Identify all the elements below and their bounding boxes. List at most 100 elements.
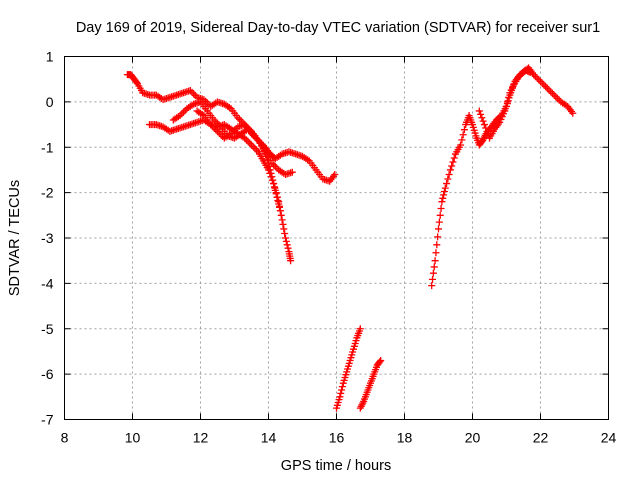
data-point <box>548 89 556 97</box>
data-point <box>276 203 284 211</box>
data-point <box>435 225 442 233</box>
data-point <box>271 163 279 171</box>
data-point <box>251 144 259 152</box>
data-point <box>550 91 558 99</box>
data-point <box>460 126 468 134</box>
data-point <box>186 87 194 95</box>
data-point <box>277 211 285 219</box>
data-point <box>436 211 444 219</box>
data-point <box>276 207 284 215</box>
data-point <box>376 358 384 366</box>
data-point <box>431 257 439 265</box>
data-point <box>432 249 440 257</box>
data-point <box>278 216 286 224</box>
data-point <box>478 114 486 122</box>
data-point <box>482 124 490 132</box>
data-point <box>280 225 288 233</box>
data-point <box>271 186 279 194</box>
data-point <box>458 136 466 144</box>
data-point <box>338 386 346 394</box>
data-point <box>547 88 555 96</box>
data-point <box>526 68 534 76</box>
data-point <box>331 170 339 178</box>
data-point <box>434 233 442 241</box>
data-point <box>540 81 548 89</box>
data-point <box>356 325 364 333</box>
series-arc-4 <box>193 107 296 178</box>
data-point <box>440 191 448 199</box>
data-point <box>448 162 456 170</box>
data-point <box>275 200 283 208</box>
x-axis-label: GPS time / hours <box>281 458 391 474</box>
data-point <box>505 93 513 101</box>
data-point <box>437 205 445 213</box>
data-point <box>428 282 436 290</box>
data-point <box>246 139 254 147</box>
data-point <box>266 166 274 174</box>
x-tick-label: 14 <box>261 430 277 446</box>
data-point <box>336 393 344 401</box>
data-point <box>377 357 385 365</box>
data-point <box>475 107 483 115</box>
data-point <box>281 229 289 237</box>
data-point <box>569 109 577 117</box>
x-tick-label: 10 <box>125 430 141 446</box>
data-point <box>270 180 278 188</box>
data-point <box>269 176 277 184</box>
data-point <box>501 107 509 115</box>
data-point <box>268 173 276 181</box>
chart-title: Day 169 of 2019, Sidereal Day-to-day VTE… <box>76 20 600 36</box>
data-point <box>445 170 453 178</box>
data-point <box>337 389 345 397</box>
y-tick-label: -2 <box>41 185 54 201</box>
data-point <box>477 110 485 118</box>
data-point <box>270 161 278 169</box>
data-point <box>542 83 550 91</box>
series-arc-8 <box>475 66 534 142</box>
data-point <box>443 180 451 188</box>
data-point <box>483 127 491 135</box>
data-point <box>248 141 255 149</box>
data-point <box>430 263 438 271</box>
data-point <box>287 257 295 265</box>
data-point <box>180 108 187 116</box>
data-point <box>435 218 443 226</box>
data-point <box>538 79 546 87</box>
data-point <box>457 141 465 149</box>
data-point <box>440 187 448 195</box>
x-tick-label: 22 <box>533 430 549 446</box>
data-point <box>450 154 458 162</box>
series-arc-6 <box>356 357 385 412</box>
data-point <box>449 158 457 166</box>
x-tick-label: 18 <box>397 430 413 446</box>
data-point <box>543 84 551 92</box>
x-tick-label: 8 <box>61 430 69 446</box>
grid-lines <box>64 56 609 420</box>
data-point <box>552 93 560 101</box>
series-arc-7 <box>428 64 577 290</box>
y-tick-label: -6 <box>41 366 54 382</box>
y-tick-labels: -7 -6 -5 -4 -3 -2 -1 0 1 <box>41 49 54 428</box>
data-point <box>441 184 449 192</box>
data-point <box>279 220 287 228</box>
data-point <box>429 269 437 277</box>
data-point <box>188 88 196 96</box>
y-tick-label: -7 <box>41 412 54 428</box>
x-tick-label: 12 <box>193 430 209 446</box>
data-points <box>123 64 577 412</box>
data-point <box>282 234 289 242</box>
data-point <box>338 383 346 391</box>
data-point <box>273 193 281 201</box>
y-tick-label: -1 <box>41 139 54 155</box>
data-point <box>554 94 561 102</box>
data-point <box>272 190 280 198</box>
x-tick-label: 16 <box>329 430 345 446</box>
data-point <box>480 121 488 129</box>
data-point <box>479 117 487 125</box>
y-tick-label: -3 <box>41 230 54 246</box>
data-point <box>270 183 278 191</box>
y-tick-label: -5 <box>41 321 54 337</box>
data-point <box>444 175 452 183</box>
data-point <box>284 244 292 252</box>
